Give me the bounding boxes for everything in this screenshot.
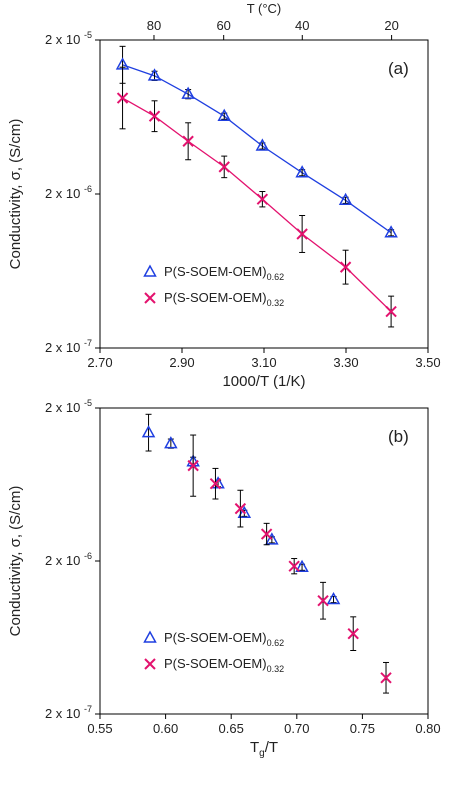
top-tick-label: 60 — [216, 18, 230, 33]
data-point-stroke — [148, 110, 161, 122]
data-point — [326, 591, 341, 605]
y-tick-label: 2 x 10 -7 — [45, 338, 92, 355]
legend-label: P(S-SOEM-OEM)0.32 — [164, 656, 284, 674]
data-point — [295, 559, 309, 573]
x-tick-label: 0.55 — [87, 721, 112, 736]
y-axis-label: Conductivity, σ, (S/cm) — [7, 119, 24, 270]
legend-marker — [144, 292, 156, 304]
data-point-stroke — [218, 161, 230, 173]
top-tick-label: 80 — [147, 18, 161, 33]
y-tick-label: 2 x 10 -5 — [45, 398, 92, 415]
data-point — [218, 161, 230, 173]
data-point-stroke — [209, 478, 222, 490]
data-point-stroke — [256, 193, 269, 205]
y-tick-label: 2 x 10 -6 — [45, 184, 92, 201]
x-axis-label: Tg/T — [250, 739, 278, 759]
x-tick-label: 0.80 — [415, 721, 440, 736]
x-tick-label: 0.70 — [284, 721, 309, 736]
y-axis-label: Conductivity, σ, (S/cm) — [7, 486, 24, 637]
data-point — [182, 135, 194, 147]
legend-label: P(S-SOEM-OEM)0.62 — [164, 264, 284, 282]
panel-label: (a) — [388, 59, 409, 78]
data-point — [256, 193, 269, 205]
fit-line — [122, 97, 392, 312]
data-point — [338, 192, 353, 206]
data-point — [295, 165, 309, 178]
data-point — [380, 672, 392, 684]
data-point-stroke — [187, 459, 199, 472]
y-tick-label: 2 x 10 -5 — [45, 30, 92, 47]
chart-panel-b: 0.55 0.60 0.65 0.70 0.75 0.80 2 x 10 -5 2 x 10 … — [7, 398, 441, 759]
legend-marker — [143, 630, 157, 643]
top-axis-label: T (°C) — [247, 1, 282, 16]
series-0.62 — [115, 45, 398, 238]
data-point — [260, 528, 273, 540]
data-point — [339, 261, 352, 273]
x-axis-label: 1000/T (1/K) — [222, 373, 305, 390]
top-tick-label: 40 — [295, 18, 309, 33]
x-tick-label: 3.30 — [333, 355, 358, 370]
data-point — [164, 436, 178, 449]
x-tick-label: 0.75 — [350, 721, 375, 736]
x-tick-label: 3.50 — [415, 355, 440, 370]
x-tick-label: 3.10 — [251, 355, 276, 370]
data-point — [317, 595, 329, 607]
series-0.32 — [116, 66, 397, 328]
data-point-stroke — [296, 228, 308, 240]
data-point — [209, 478, 222, 490]
series-0.62 — [141, 413, 341, 605]
data-point — [234, 502, 247, 515]
data-point — [141, 425, 156, 438]
data-point — [116, 92, 129, 104]
data-point-stroke — [182, 135, 194, 147]
legend-entry-0.62: P(S-SOEM-OEM)0.62 — [143, 630, 284, 648]
data-point — [148, 110, 161, 122]
x-tick-label: 2.70 — [87, 355, 112, 370]
data-point-stroke — [288, 560, 300, 572]
legend-marker — [143, 264, 157, 277]
data-point-stroke — [385, 305, 397, 318]
data-point — [255, 138, 270, 151]
x-tick-label: 0.65 — [219, 721, 244, 736]
legend-label: P(S-SOEM-OEM)0.62 — [164, 630, 284, 648]
data-point — [385, 305, 397, 318]
top-tick-label: 20 — [384, 18, 398, 33]
legend-entry-0.32: P(S-SOEM-OEM)0.32 — [144, 656, 284, 674]
x-tick-label: 2.90 — [169, 355, 194, 370]
data-point — [265, 532, 279, 545]
legend-entry-0.62: P(S-SOEM-OEM)0.62 — [143, 264, 284, 282]
data-point-stroke — [339, 261, 352, 273]
data-point-stroke — [260, 528, 273, 540]
data-point-stroke — [347, 627, 359, 640]
x-tick-label: 0.60 — [153, 721, 178, 736]
data-point-stroke — [380, 672, 392, 684]
y-tick-label: 2 x 10 -7 — [45, 704, 92, 721]
chart-panel-a: 2.70 2.90 3.10 3.30 3.50 2 x 10 -5 2 x 10 -6 2 … — [7, 1, 441, 390]
data-point-stroke — [116, 92, 129, 104]
legend-entry-0.32: P(S-SOEM-OEM)0.32 — [144, 290, 284, 308]
data-point — [384, 225, 398, 238]
data-point — [347, 627, 359, 640]
data-point — [147, 68, 162, 81]
data-point — [217, 108, 231, 121]
data-point-stroke — [234, 502, 247, 515]
data-point — [296, 228, 308, 240]
data-point — [237, 505, 252, 519]
panel-label: (b) — [388, 427, 409, 446]
data-point — [288, 560, 300, 572]
legend-marker — [144, 658, 156, 670]
data-point — [181, 86, 195, 99]
data-point — [187, 459, 199, 472]
legend-label: P(S-SOEM-OEM)0.32 — [164, 290, 284, 308]
data-point-stroke — [317, 595, 329, 607]
y-tick-label: 2 x 10 -6 — [45, 551, 92, 568]
series-0.32 — [187, 434, 392, 694]
